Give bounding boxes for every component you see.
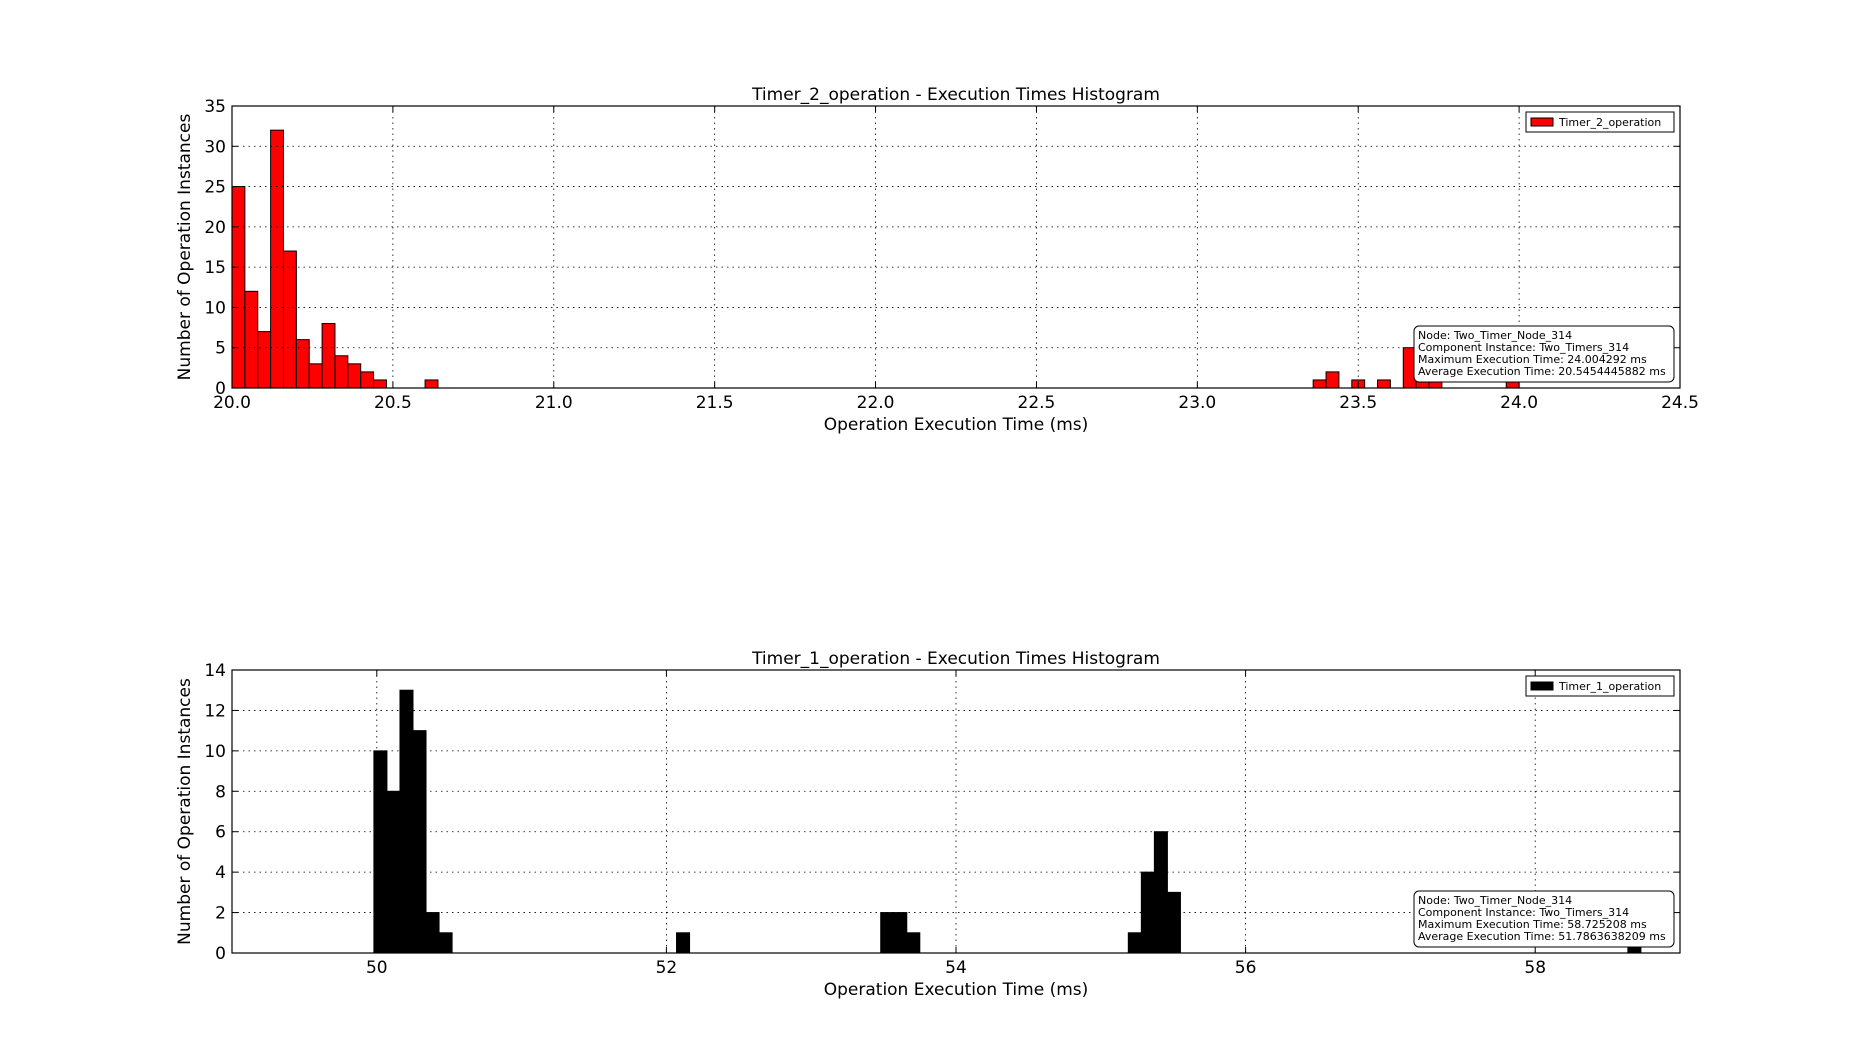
y-tick-label: 20 <box>204 218 226 238</box>
x-tick-label: 22.5 <box>1018 393 1056 413</box>
histogram-bar <box>399 689 414 954</box>
x-tick-label: 58 <box>1524 958 1546 978</box>
histogram-bar <box>1140 871 1155 954</box>
histogram-bar <box>360 371 375 389</box>
histogram-bar <box>244 290 259 389</box>
histogram-bar <box>334 355 349 389</box>
x-tick-label: 21.5 <box>696 393 734 413</box>
histogram-bar <box>1166 891 1181 954</box>
histogram-bar <box>425 912 440 954</box>
x-tick-label: 20.5 <box>374 393 412 413</box>
x-tick-label: 56 <box>1235 958 1257 978</box>
x-tick-label: 23.5 <box>1339 393 1377 413</box>
histogram-bar <box>321 323 336 389</box>
x-tick-label: 52 <box>656 958 678 978</box>
histogram-bar <box>257 331 272 389</box>
y-tick-label: 35 <box>204 97 226 117</box>
timer-1-histogram-panel: Timer_1_operation - Execution Times Hist… <box>175 649 1681 1000</box>
histogram-bar <box>1153 831 1168 954</box>
y-axis-label: Number of Operation Instances <box>175 114 195 381</box>
y-tick-label: 5 <box>215 339 226 359</box>
axes-frame <box>231 105 1681 389</box>
histogram-bar <box>373 750 388 954</box>
y-tick-label: 2 <box>215 904 226 924</box>
info-box-frame <box>1413 325 1675 383</box>
histogram-bar <box>231 186 246 389</box>
legend-box <box>1525 111 1675 133</box>
x-axis-label: Operation Execution Time (ms) <box>824 980 1089 1000</box>
histogram-bar <box>347 363 362 389</box>
legend-swatch <box>1530 681 1554 691</box>
info-line: Maximum Execution Time: 58.725208 ms <box>1418 918 1647 931</box>
x-tick-label: 22.0 <box>857 393 895 413</box>
y-tick-label: 8 <box>215 782 226 802</box>
y-tick-label: 10 <box>204 298 226 318</box>
info-line: Maximum Execution Time: 24.004292 ms <box>1418 353 1647 366</box>
axes-frame <box>231 669 1681 954</box>
info-line: Component Instance: Two_Timers_314 <box>1418 341 1629 354</box>
y-tick-label: 4 <box>215 863 226 883</box>
x-tick-label: 20.0 <box>213 393 251 413</box>
y-tick-label: 14 <box>204 661 226 681</box>
chart-title: Timer_2_operation - Execution Times Hist… <box>751 85 1160 105</box>
histogram-bar <box>1325 371 1340 389</box>
histogram-bar <box>906 932 921 954</box>
x-tick-label: 54 <box>945 958 967 978</box>
legend-swatch <box>1530 117 1554 127</box>
y-tick-label: 10 <box>204 742 226 762</box>
x-tick-label: 50 <box>366 958 388 978</box>
legend-entry: Timer_1_operation <box>1558 680 1661 693</box>
histogram-bar <box>1377 379 1391 389</box>
histogram-bar <box>295 339 310 389</box>
histogram-bar <box>373 379 387 389</box>
x-tick-label: 21.0 <box>535 393 573 413</box>
legend: Timer_2_operation <box>1525 111 1675 133</box>
histogram-bar <box>282 250 297 389</box>
x-tick-label: 24.0 <box>1500 393 1538 413</box>
info-line: Component Instance: Two_Timers_314 <box>1418 906 1629 919</box>
histogram-bar <box>424 379 439 389</box>
info-line: Node: Two_Timer_Node_314 <box>1418 329 1572 342</box>
histogram-bar <box>270 129 284 389</box>
y-axis-label: Number of Operation Instances <box>175 678 195 945</box>
info-line: Node: Two_Timer_Node_314 <box>1418 894 1572 907</box>
histogram-bar <box>1127 932 1142 954</box>
y-tick-label: 30 <box>204 137 226 157</box>
histogram-bar <box>1312 379 1327 389</box>
info-line: Average Execution Time: 20.5454445882 ms <box>1418 365 1666 378</box>
histogram-bar <box>308 363 323 389</box>
info-box-frame <box>1413 890 1675 948</box>
y-tick-label: 0 <box>215 944 226 964</box>
x-axis-label: Operation Execution Time (ms) <box>824 415 1089 435</box>
histogram-bar <box>438 932 453 954</box>
x-tick-label: 24.5 <box>1661 393 1699 413</box>
y-tick-label: 0 <box>215 379 226 399</box>
y-tick-label: 15 <box>204 258 226 278</box>
info-line: Average Execution Time: 51.7863638209 ms <box>1418 930 1666 943</box>
y-tick-label: 6 <box>215 823 226 843</box>
legend: Timer_1_operation <box>1525 675 1675 697</box>
histogram-bar <box>676 932 691 954</box>
legend-entry: Timer_2_operation <box>1558 116 1661 129</box>
legend-box <box>1525 675 1675 697</box>
timer-2-histogram-panel: Timer_2_operation - Execution Times Hist… <box>175 85 1699 435</box>
histogram-bar <box>880 912 895 954</box>
y-tick-label: 12 <box>204 701 226 721</box>
chart-title: Timer_1_operation - Execution Times Hist… <box>751 649 1160 669</box>
x-tick-label: 23.0 <box>1178 393 1216 413</box>
y-tick-label: 25 <box>204 178 226 198</box>
histogram-bar <box>412 730 427 954</box>
histogram-bar <box>893 912 908 954</box>
